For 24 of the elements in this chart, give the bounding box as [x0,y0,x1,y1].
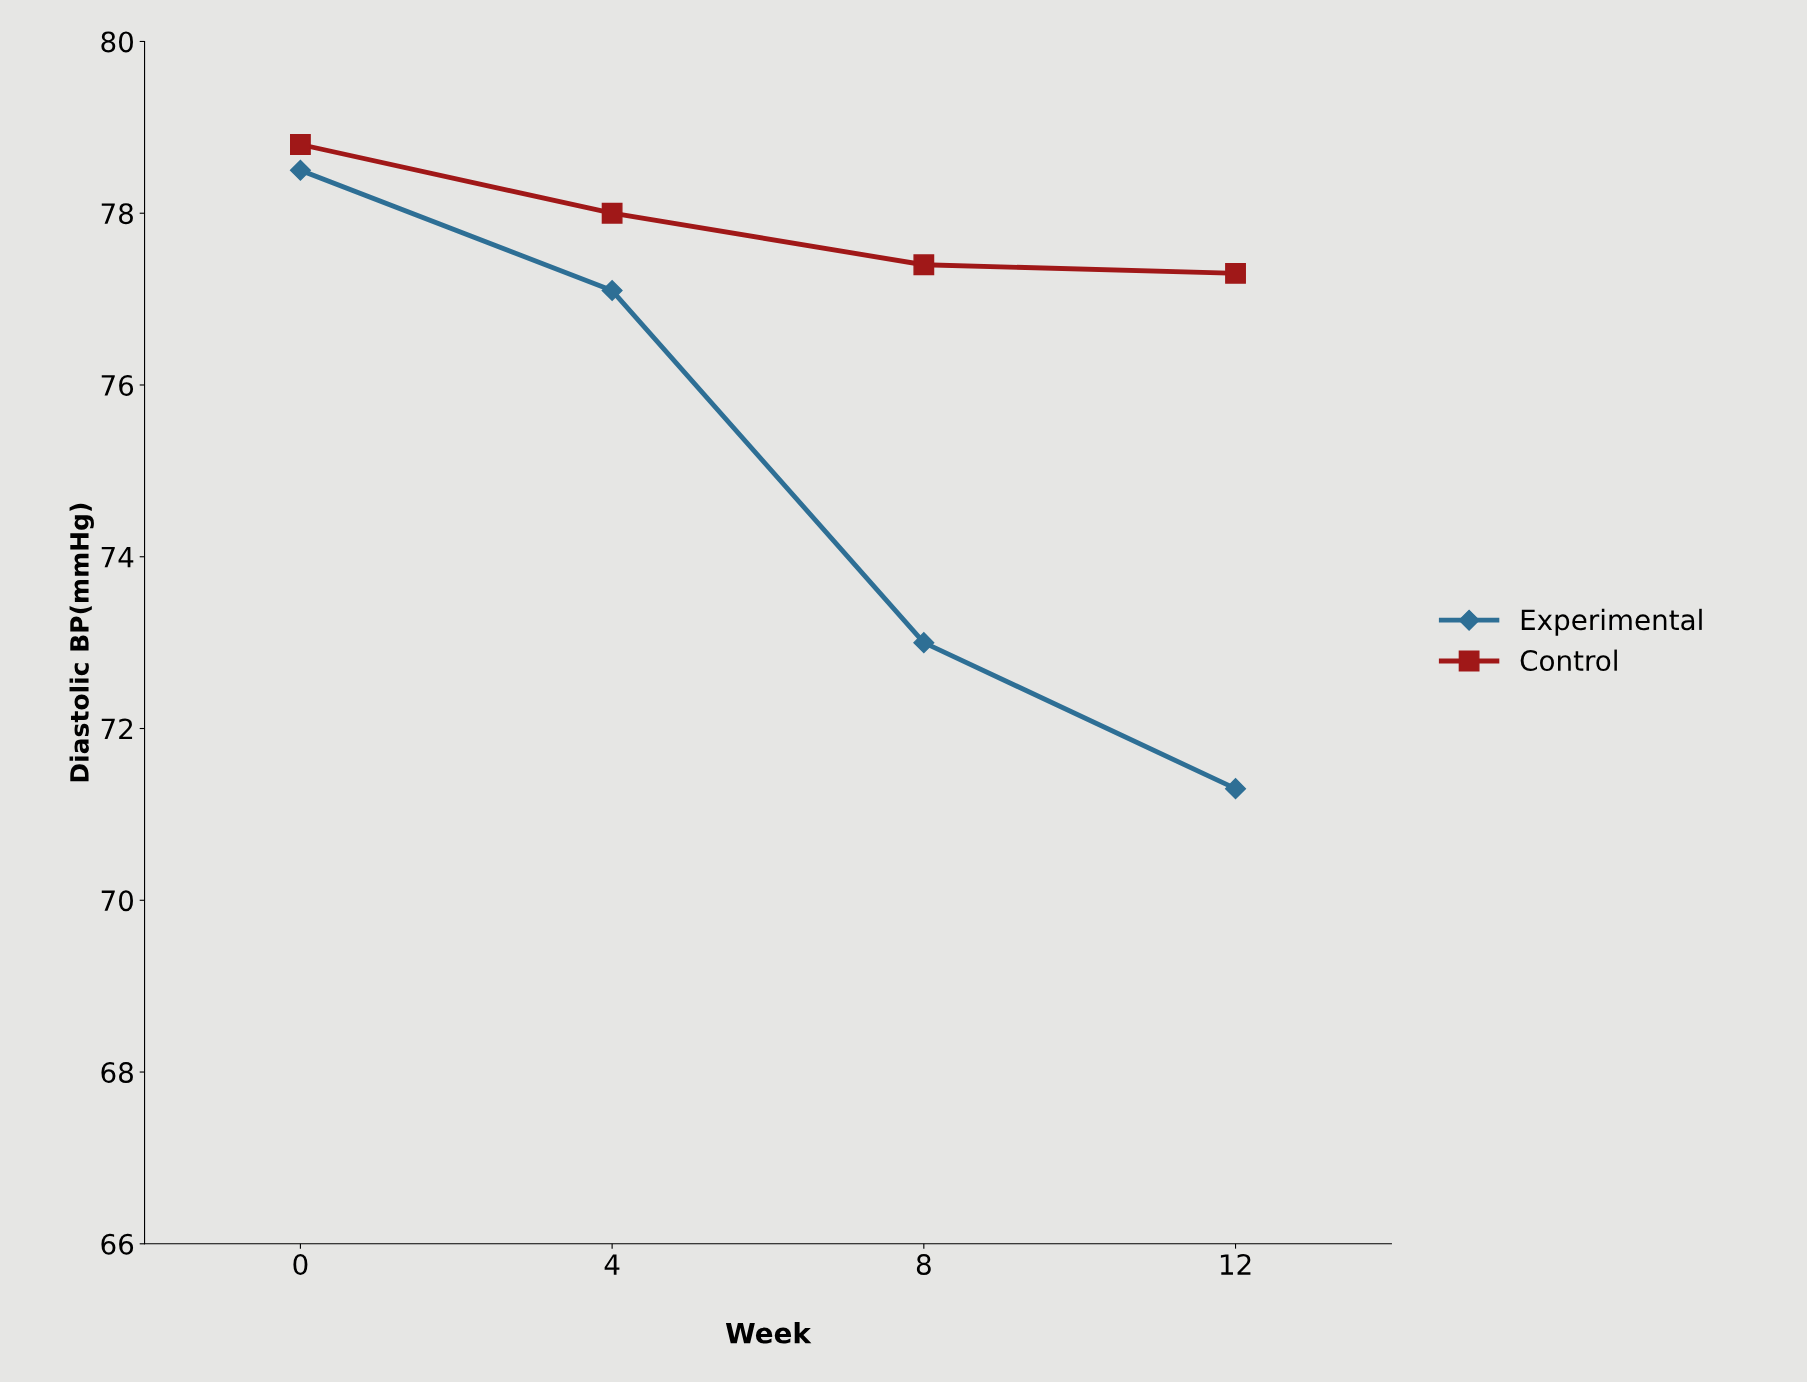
x-axis-title: Week [725,1322,812,1344]
point [601,280,623,302]
y-tick-label: 76 [101,374,134,396]
y-tick-label: 70 [101,890,133,912]
y-tick-label: 66 [101,1233,134,1255]
point [913,254,935,276]
point [913,632,935,654]
point [289,159,311,181]
y-tick-label: 74 [101,547,134,568]
legend-label: Control [1520,649,1617,672]
y-tick-label: 72 [101,718,133,740]
point [1225,778,1247,800]
x-tick-label: 4 [604,1254,620,1275]
y-tick-label: 78 [101,203,133,225]
x-tick-label: 8 [916,1254,931,1276]
x-tick-label: 12 [1220,1254,1251,1275]
point [289,134,311,155]
point [601,202,623,224]
point [1225,262,1246,284]
y-tick-label: 80 [101,31,133,53]
x-tick-label: 0 [293,1254,308,1276]
y-tick-label: 68 [101,1061,133,1083]
y-axis-title: Diastolic BP(mmHg) [69,503,94,782]
legend-label: Experimental [1521,608,1702,636]
